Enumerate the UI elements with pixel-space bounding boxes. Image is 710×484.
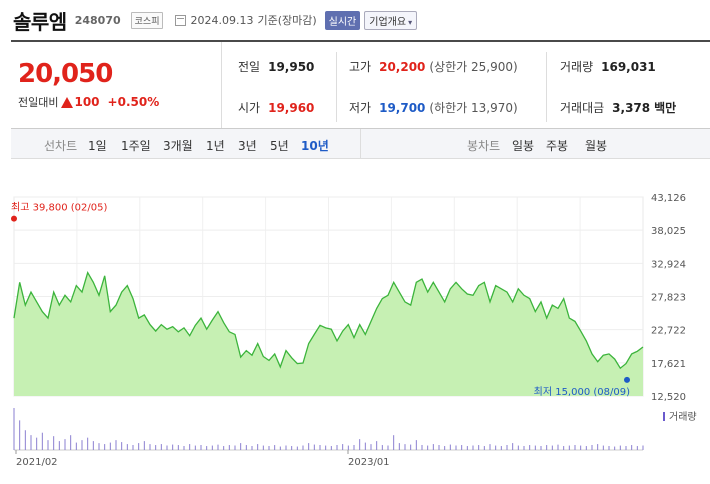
y-axis: 43,126 38,025 32,924 27,823 22,722 17,621 12,5… [651, 193, 686, 403]
candle-chart-title: 봉차트 [467, 139, 501, 153]
period-10y[interactable]: 10년 [301, 139, 329, 153]
candle-daily[interactable]: 일봉 [512, 139, 535, 153]
stat-label: 전일 [238, 60, 261, 74]
low-annotation: 최저 15,000 (08/09) [534, 386, 630, 398]
period-3m[interactable]: 3개월 [163, 139, 193, 153]
stat-value: 3,378 [612, 100, 651, 115]
low-marker [624, 376, 630, 383]
quote-basis: 기준(장마감) [257, 14, 317, 27]
y-tick-label: 12,520 [651, 392, 686, 403]
price-line [13, 270, 644, 370]
stock-code: 248070 [74, 13, 121, 27]
stat-value: 20,200 [379, 59, 426, 74]
x-axis: 2021/02 2023/01 [15, 450, 390, 468]
company-info-label: 기업개요 [369, 16, 407, 28]
calendar-icon [175, 14, 187, 26]
period-1w[interactable]: 1주일 [121, 139, 151, 153]
divider [546, 52, 547, 122]
stats-divider [11, 128, 710, 129]
period-1y[interactable]: 1년 [206, 139, 225, 153]
volume-legend: 거래량 [669, 411, 697, 423]
upper-limit: (상한가 25,900) [429, 60, 518, 74]
price-area [14, 272, 643, 396]
price-change: 전일대비 100 +0.50% [18, 94, 159, 110]
quote-date: 2024.09.13 [190, 13, 254, 27]
volume-bars [13, 408, 644, 451]
volume-legend-swatch [663, 412, 665, 421]
period-3y[interactable]: 3년 [238, 139, 257, 153]
stat-value: 19,960 [268, 100, 315, 115]
stat-low: 저가 19,700 (하한가 13,970) [349, 99, 518, 116]
stock-header: 솔루엠 248070 코스피 2024.09.13 기준(장마감) 실시간 기업… [0, 0, 710, 40]
up-triangle-icon [61, 96, 74, 108]
change-percent: +0.50% [107, 95, 160, 109]
candle-monthly[interactable]: 월봉 [585, 139, 608, 153]
y-tick-label: 38,025 [651, 226, 686, 237]
change-label: 전일대비 [18, 96, 59, 109]
stat-open: 시가 19,960 [238, 99, 314, 116]
candle-weekly[interactable]: 주봉 [546, 139, 569, 153]
stat-value: 19,950 [268, 59, 315, 74]
period-5y[interactable]: 5년 [270, 139, 289, 153]
chevron-down-icon: ▾ [408, 17, 413, 27]
x-tick-label: 2023/01 [348, 457, 390, 468]
price-summary: 20,050 전일대비 100 +0.50% [11, 42, 222, 128]
stat-high: 고가 20,200 (상한가 25,900) [349, 58, 518, 75]
amount-unit: 백만 [654, 101, 677, 115]
y-tick-label: 17,621 [651, 359, 686, 370]
y-tick-label: 22,722 [651, 326, 686, 337]
lower-limit: (하한가 13,970) [429, 101, 518, 115]
current-price: 20,050 [18, 59, 113, 89]
stat-value: 19,700 [379, 100, 426, 115]
stat-prev: 전일 19,950 [238, 58, 314, 75]
line-chart-title: 선차트 [44, 139, 78, 153]
y-tick-label: 32,924 [651, 259, 686, 270]
stat-label: 시가 [238, 101, 261, 115]
header-divider [11, 40, 710, 42]
change-value: 100 [74, 95, 100, 109]
price-chart[interactable]: 43,126 38,025 32,924 27,823 22,722 17,621 12,5… [0, 160, 710, 484]
stat-volume: 거래량 169,031 [560, 58, 656, 75]
stock-name: 솔루엠 [13, 9, 67, 34]
quote-stats: 전일 19,950 고가 20,200 (상한가 25,900) 거래량 169… [222, 42, 710, 128]
realtime-button[interactable]: 실시간 [324, 10, 361, 30]
y-tick-label: 43,126 [651, 193, 686, 204]
stat-value: 169,031 [601, 59, 656, 74]
stat-amount: 거래대금 3,378 백만 [560, 99, 676, 116]
stat-label: 저가 [349, 101, 372, 115]
stat-label: 고가 [349, 60, 372, 74]
high-marker [11, 215, 17, 222]
divider [336, 52, 337, 122]
high-annotation: 최고 39,800 (02/05) [11, 202, 107, 214]
divider [360, 129, 361, 159]
period-1d[interactable]: 1일 [88, 139, 107, 153]
period-toolbar: 선차트 1일 1주일 3개월 1년 3년 5년 10년 봉차트 일봉 주봉 월봉 [11, 129, 710, 159]
stat-label: 거래량 [560, 60, 594, 74]
company-info-dropdown[interactable]: 기업개요 ▾ [364, 10, 418, 30]
y-tick-label: 27,823 [651, 293, 686, 304]
stat-label: 거래대금 [560, 101, 605, 115]
x-tick-label: 2021/02 [16, 457, 58, 468]
market-badge: 코스피 [130, 11, 164, 29]
